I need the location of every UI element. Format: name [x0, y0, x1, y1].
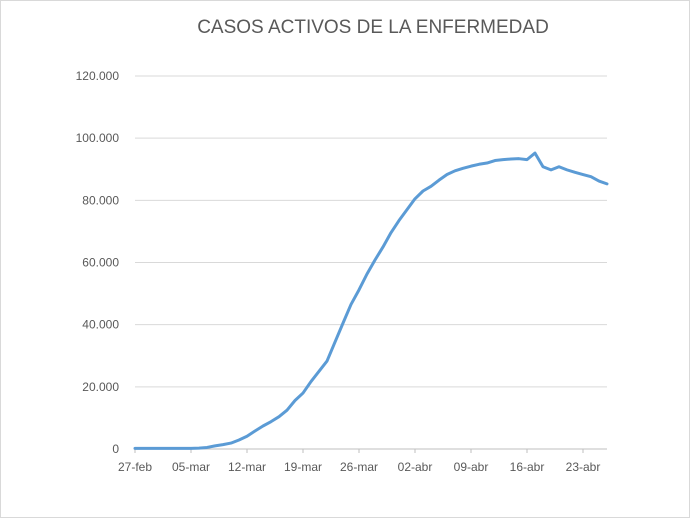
- y-tick-label-0: 0: [112, 442, 119, 456]
- data-point-16-mar: [278, 415, 281, 418]
- data-point-17-mar: [286, 409, 289, 412]
- y-tick-label-6: 120.000: [76, 69, 120, 83]
- y-tick-label-3: 60.000: [82, 256, 119, 270]
- data-point-31-mar: [398, 219, 401, 222]
- data-point-20-abr: [558, 165, 561, 168]
- data-point-12-mar: [246, 435, 249, 438]
- data-point-27-feb: [134, 447, 137, 450]
- data-point-18-abr: [542, 165, 545, 168]
- data-point-15-abr: [518, 157, 521, 160]
- data-point-05-mar: [190, 447, 193, 450]
- data-point-12-abr: [494, 159, 497, 162]
- data-point-23-abr: [582, 173, 585, 176]
- data-point-29-feb: [150, 447, 153, 450]
- data-point-09-abr: [470, 165, 473, 168]
- data-point-24-abr: [590, 175, 593, 178]
- x-tick-label-6: 09-abr: [454, 460, 489, 474]
- x-tick-label-3: 19-mar: [284, 460, 322, 474]
- data-point-27-mar: [366, 273, 369, 276]
- data-point-15-mar: [270, 420, 273, 423]
- data-point-19-abr: [550, 168, 553, 171]
- data-point-21-mar: [318, 370, 321, 373]
- data-point-06-abr: [446, 173, 449, 176]
- data-point-02-mar: [166, 447, 169, 450]
- data-point-13-mar: [254, 429, 257, 432]
- data-point-25-abr: [598, 180, 601, 183]
- data-point-09-mar: [222, 443, 225, 446]
- data-point-07-mar: [206, 446, 209, 449]
- data-point-29-mar: [382, 245, 385, 248]
- x-tick-label-4: 26-mar: [340, 460, 378, 474]
- data-point-06-mar: [198, 447, 201, 450]
- data-point-11-mar: [238, 438, 241, 441]
- data-point-24-mar: [342, 322, 345, 325]
- data-point-13-abr: [502, 158, 505, 161]
- data-point-04-mar: [182, 447, 185, 450]
- data-point-08-abr: [462, 167, 465, 170]
- data-point-04-abr: [430, 185, 433, 188]
- series-line-casos-activos: [133, 151, 609, 450]
- data-point-03-mar: [174, 447, 177, 450]
- data-point-10-abr: [478, 163, 481, 166]
- data-point-08-mar: [214, 444, 217, 447]
- x-axis-ticks: [134, 449, 584, 453]
- data-point-01-abr: [406, 208, 409, 211]
- data-point-03-abr: [422, 190, 425, 193]
- data-point-26-abr: [606, 182, 609, 185]
- data-point-20-mar: [310, 380, 313, 383]
- y-tick-label-5: 100.000: [76, 131, 120, 145]
- data-point-14-mar: [262, 424, 265, 427]
- data-point-23-mar: [334, 341, 337, 344]
- data-point-28-mar: [374, 259, 377, 262]
- data-point-25-mar: [350, 303, 353, 306]
- gridlines: [135, 75, 607, 388]
- data-point-18-mar: [294, 399, 297, 402]
- data-point-22-abr: [574, 171, 577, 174]
- data-point-01-mar: [158, 447, 161, 450]
- data-point-28-feb: [142, 447, 145, 450]
- chart-title: CASOS ACTIVOS DE LA ENFERMEDAD: [197, 17, 549, 38]
- data-point-19-mar: [302, 392, 305, 395]
- data-point-17-abr: [534, 152, 537, 155]
- y-tick-label-1: 20.000: [82, 380, 119, 394]
- data-point-30-mar: [390, 231, 393, 234]
- data-point-02-abr: [414, 197, 417, 200]
- data-point-05-abr: [438, 179, 441, 182]
- y-tick-label-2: 40.000: [82, 318, 119, 332]
- data-point-21-abr: [566, 168, 569, 171]
- data-point-16-abr: [526, 158, 529, 161]
- y-axis-tick-labels: 0 20.000 40.000 60.000 80.000 100.000 120.000: [76, 69, 120, 456]
- x-tick-label-5: 02-abr: [398, 460, 433, 474]
- data-point-26-mar: [358, 288, 361, 291]
- data-point-11-abr: [486, 162, 489, 165]
- data-points: [134, 152, 609, 450]
- x-axis-tick-labels: 27-feb 05-mar 12-mar 19-mar 26-mar 02-abr 09-a…: [118, 460, 600, 474]
- y-tick-label-4: 80.000: [82, 193, 119, 207]
- x-tick-label-7: 16-abr: [510, 460, 545, 474]
- data-point-07-abr: [454, 169, 457, 172]
- x-tick-label-8: 23-abr: [566, 460, 601, 474]
- data-point-14-abr: [510, 157, 513, 160]
- data-point-22-mar: [326, 360, 329, 363]
- data-point-10-mar: [230, 442, 233, 445]
- x-tick-label-1: 05-mar: [172, 460, 210, 474]
- x-tick-label-0: 27-feb: [118, 460, 152, 474]
- x-tick-label-2: 12-mar: [228, 460, 266, 474]
